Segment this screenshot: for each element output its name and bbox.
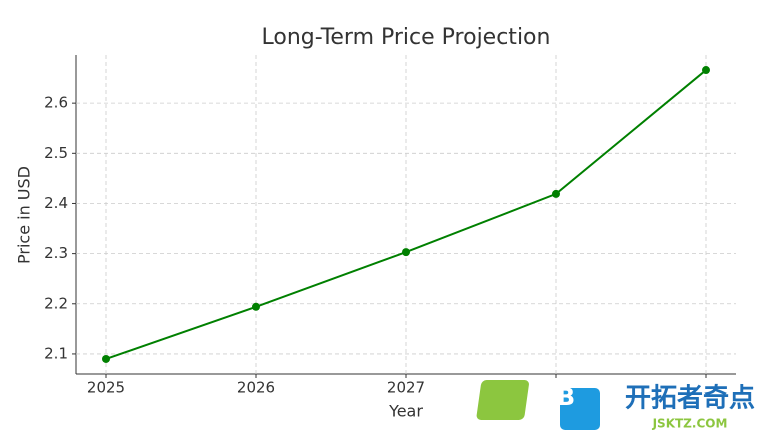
watermark-logo-letter: B xyxy=(557,383,575,411)
x-tick-label: 2026 xyxy=(237,379,275,397)
point xyxy=(102,354,110,363)
watermark: B 开拓者奇点 JSKTZ.COM xyxy=(476,380,755,431)
watermark-logo xyxy=(476,380,529,420)
y-axis-label: Price in USD xyxy=(15,166,34,264)
y-tick-label: 2.2 xyxy=(44,294,68,312)
y-tick-label: 2.5 xyxy=(44,144,68,162)
chart-title: Long-Term Price Projection xyxy=(262,25,551,50)
x-tick-label: 2025 xyxy=(87,379,125,397)
y-tick-label: 2.6 xyxy=(44,94,68,112)
watermark-subtitle: JSKTZ.COM xyxy=(652,417,728,431)
watermark-title: 开拓者奇点 xyxy=(625,383,755,414)
watermark-logo xyxy=(560,388,600,430)
point xyxy=(702,66,710,75)
y-tick-label: 2.1 xyxy=(44,344,68,362)
point xyxy=(552,189,560,198)
point xyxy=(402,248,410,257)
x-axis-label: Year xyxy=(388,402,423,421)
y-tick-label: 2.4 xyxy=(44,194,68,212)
y-tick-label: 2.3 xyxy=(44,244,68,262)
point xyxy=(252,302,260,311)
x-tick-label: 2027 xyxy=(387,379,425,397)
